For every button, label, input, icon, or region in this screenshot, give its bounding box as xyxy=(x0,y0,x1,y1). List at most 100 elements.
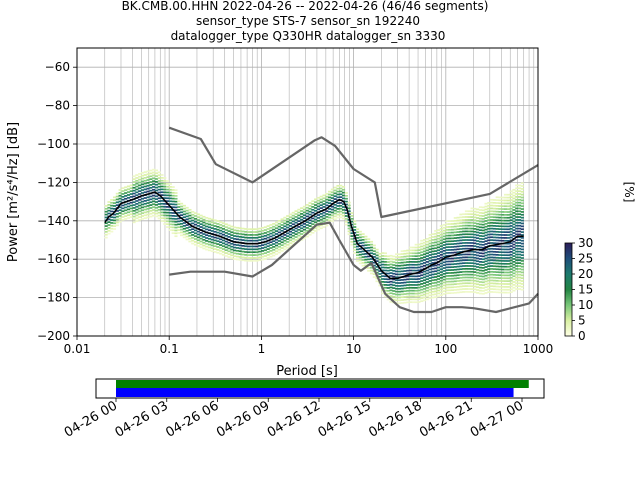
psd-bin xyxy=(389,263,393,266)
psd-bin xyxy=(216,228,220,231)
psd-bin xyxy=(403,261,407,264)
psd-bin xyxy=(283,245,287,248)
psd-bin xyxy=(188,232,192,234)
psd-bin xyxy=(417,289,421,292)
psd-bin xyxy=(336,190,340,193)
psd-bin xyxy=(364,238,368,241)
psd-bin xyxy=(249,228,253,231)
psd-bin xyxy=(409,266,413,269)
psd-bin xyxy=(425,292,429,295)
psd-bin xyxy=(487,227,491,230)
psd-bin xyxy=(386,264,390,266)
psd-bin xyxy=(456,262,460,265)
psd-bin xyxy=(104,207,108,210)
psd-bin xyxy=(453,257,457,260)
psd-bin xyxy=(336,205,340,207)
psd-bin xyxy=(322,206,326,208)
psd-bin xyxy=(305,229,309,232)
psd-bin xyxy=(495,279,499,282)
psd-bin xyxy=(428,257,432,259)
psd-bin xyxy=(431,262,435,264)
psd-bin xyxy=(126,188,131,191)
psd-bin xyxy=(498,262,502,265)
psd-bin xyxy=(515,219,519,221)
psd-bin xyxy=(378,255,382,258)
psd-bin xyxy=(112,202,117,204)
psd-bin xyxy=(152,194,156,197)
psd-bin xyxy=(325,210,329,212)
psd-bin xyxy=(135,177,139,179)
psd-bin xyxy=(347,224,351,227)
psd-bin xyxy=(520,231,524,233)
colorbar-label: [%] xyxy=(622,182,636,203)
psd-bin xyxy=(467,236,471,239)
psd-bin xyxy=(227,230,231,232)
psd-bin xyxy=(420,274,424,277)
psd-bin xyxy=(439,274,443,276)
psd-bin xyxy=(372,247,376,250)
psd-bin xyxy=(414,266,418,269)
psd-bin xyxy=(439,279,443,282)
psd-bin xyxy=(286,226,290,229)
psd-bin xyxy=(160,217,164,220)
psd-bin xyxy=(425,281,429,283)
psd-bin xyxy=(140,186,145,189)
psd-bin xyxy=(152,180,156,183)
psd-bin xyxy=(411,275,415,278)
psd-bin xyxy=(462,279,466,282)
psd-bin xyxy=(392,258,396,261)
psd-bin xyxy=(143,171,147,173)
psd-bin xyxy=(330,197,334,199)
psd-bin xyxy=(498,251,502,254)
psd-bin xyxy=(286,223,290,226)
psd-bin xyxy=(397,267,401,270)
psd-bin xyxy=(481,249,485,252)
psd-bin xyxy=(369,243,374,246)
psd-bin xyxy=(509,216,513,219)
psd-bin xyxy=(283,216,287,219)
psd-bin xyxy=(157,200,161,202)
psd-bin xyxy=(470,233,474,236)
psd-bin xyxy=(367,244,371,246)
psd-bin xyxy=(112,228,117,230)
psd-bin xyxy=(473,230,477,233)
psd-bin xyxy=(517,279,522,282)
psd-bin xyxy=(238,250,242,253)
psd-bin xyxy=(344,203,348,206)
psd-bin xyxy=(515,245,519,247)
psd-bin xyxy=(459,248,463,250)
y-tick-label: −60 xyxy=(45,60,70,74)
psd-bin xyxy=(224,243,228,246)
psd-bin xyxy=(118,194,122,197)
psd-bin xyxy=(367,258,371,261)
psd-bin xyxy=(314,227,318,229)
psd-bin xyxy=(439,288,443,291)
psd-bin xyxy=(221,233,226,236)
psd-bin xyxy=(344,212,348,214)
psd-bin xyxy=(411,252,415,255)
psd-bin xyxy=(274,244,279,247)
psd-bin xyxy=(193,235,198,237)
psd-bin xyxy=(495,259,499,262)
psd-bin xyxy=(347,230,351,233)
data-available-bar xyxy=(116,380,529,388)
psd-bin xyxy=(112,225,117,227)
psd-bin xyxy=(389,292,393,295)
psd-bin xyxy=(515,250,519,253)
psd-bin xyxy=(286,232,290,235)
psd-bin xyxy=(199,217,203,220)
psd-bin xyxy=(129,216,133,218)
psd-bin xyxy=(249,251,253,254)
psd-bin xyxy=(177,209,181,211)
psd-bin xyxy=(504,277,508,280)
psd-bin xyxy=(517,242,522,244)
psd-bin xyxy=(515,190,519,192)
psd-bin xyxy=(411,266,415,269)
psd-bin xyxy=(135,182,139,185)
psd-bin xyxy=(386,292,390,295)
psd-bin xyxy=(490,265,494,267)
psd-bin xyxy=(512,194,516,197)
psd-bin xyxy=(193,238,198,240)
psd-bin xyxy=(459,268,463,271)
psd-bin xyxy=(431,285,435,287)
